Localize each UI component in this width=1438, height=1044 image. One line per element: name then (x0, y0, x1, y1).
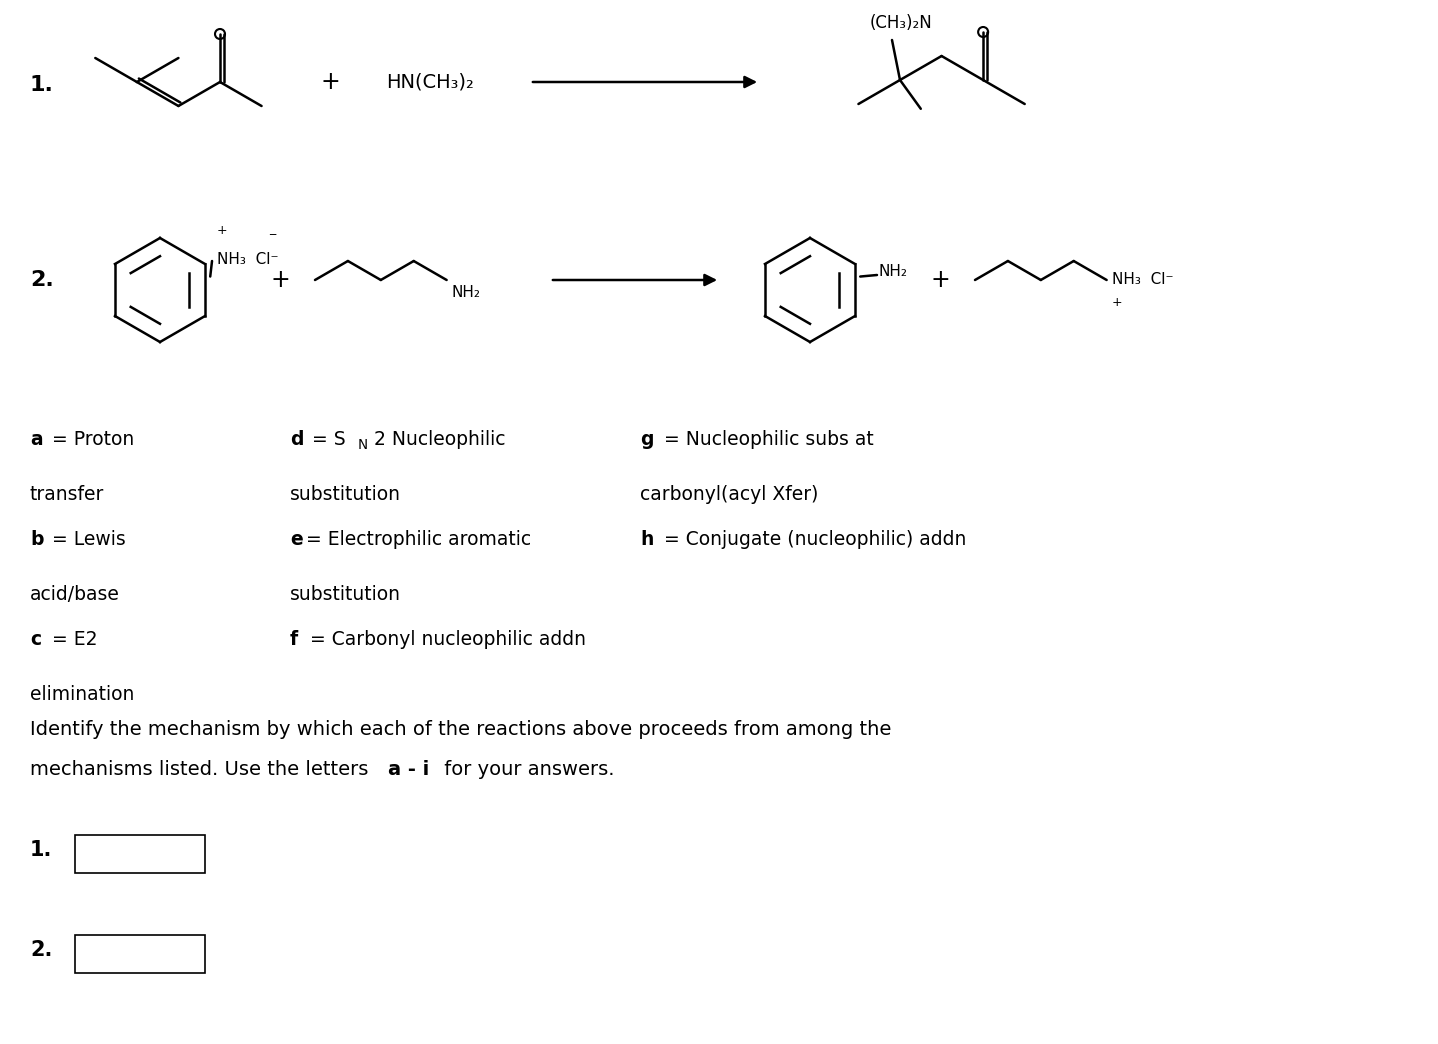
Text: d: d (290, 430, 303, 449)
Text: +: + (270, 268, 290, 292)
Text: = Lewis: = Lewis (46, 530, 125, 549)
Text: a - i: a - i (388, 760, 430, 779)
Bar (75, 935, 206, 973)
Text: 2.: 2. (30, 270, 53, 290)
Bar (75, 835, 206, 873)
Text: substitution: substitution (290, 485, 401, 504)
Text: substitution: substitution (290, 585, 401, 604)
Text: = Conjugate (nucleophilic) addn: = Conjugate (nucleophilic) addn (659, 530, 966, 549)
Text: = Proton: = Proton (46, 430, 134, 449)
Text: elimination: elimination (30, 685, 134, 704)
Text: +: + (321, 70, 339, 94)
Text: 1.: 1. (30, 75, 53, 95)
Text: mechanisms listed. Use the letters: mechanisms listed. Use the letters (30, 760, 375, 779)
Text: f: f (290, 630, 298, 649)
Text: carbonyl(acyl Xfer): carbonyl(acyl Xfer) (640, 485, 818, 504)
Text: a: a (30, 430, 43, 449)
Text: e: e (290, 530, 303, 549)
Text: c: c (30, 630, 42, 649)
Text: NH₂: NH₂ (879, 264, 907, 280)
Text: 1.: 1. (30, 840, 52, 860)
Text: = S: = S (306, 430, 345, 449)
Text: b: b (30, 530, 43, 549)
Text: g: g (640, 430, 653, 449)
Text: ‾: ‾ (269, 234, 275, 247)
Text: h: h (640, 530, 653, 549)
Text: N: N (358, 438, 368, 452)
Text: 2.: 2. (30, 940, 52, 960)
Text: = Nucleophilic subs at: = Nucleophilic subs at (659, 430, 874, 449)
Text: transfer: transfer (30, 485, 105, 504)
Text: (CH₃)₂N: (CH₃)₂N (870, 14, 933, 32)
Text: = E2: = E2 (46, 630, 98, 649)
Text: +: + (1112, 296, 1122, 309)
Text: +: + (217, 224, 227, 237)
Text: = Carbonyl nucleophilic addn: = Carbonyl nucleophilic addn (303, 630, 587, 649)
Text: NH₃  Cl⁻: NH₃ Cl⁻ (1112, 272, 1173, 287)
Text: NH₃  Cl⁻: NH₃ Cl⁻ (217, 252, 279, 266)
Text: for your answers.: for your answers. (439, 760, 614, 779)
Text: HN(CH₃)₂: HN(CH₃)₂ (385, 72, 475, 92)
Text: +: + (930, 268, 951, 292)
Text: acid/base: acid/base (30, 585, 119, 604)
Text: Identify the mechanism by which each of the reactions above proceeds from among : Identify the mechanism by which each of … (30, 720, 892, 739)
Text: NH₂: NH₂ (452, 285, 480, 300)
Text: 2 Nucleophilic: 2 Nucleophilic (374, 430, 506, 449)
Text: = Electrophilic aromatic: = Electrophilic aromatic (306, 530, 531, 549)
